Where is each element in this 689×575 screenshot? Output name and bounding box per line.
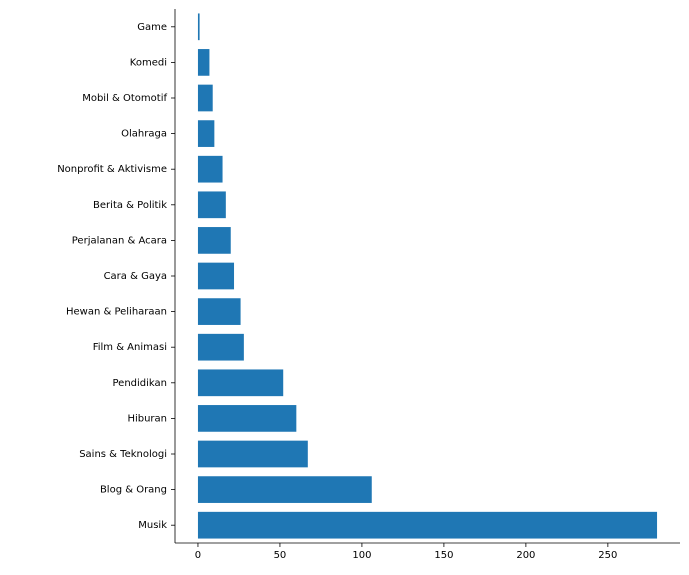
- bar: [198, 191, 226, 218]
- y-tick-label: Perjalanan & Acara: [72, 235, 167, 246]
- bar: [198, 13, 200, 40]
- y-tick-label: Cara & Gaya: [104, 271, 167, 282]
- bar: [198, 334, 244, 361]
- y-tick-label: Hewan & Peliharaan: [66, 307, 167, 318]
- y-tick-label: Sains & Teknologi: [79, 449, 167, 460]
- bar: [198, 476, 372, 503]
- bar: [198, 369, 283, 396]
- bar: [198, 512, 657, 539]
- x-tick-label: 0: [195, 550, 201, 561]
- bar: [198, 156, 223, 183]
- bar: [198, 49, 209, 76]
- y-tick-label: Pendidikan: [113, 378, 168, 389]
- y-tick-label: Film & Animasi: [93, 342, 167, 353]
- horizontal-bar-chart: 0 50 100 150 200 250 Game Komedi Mobil & Otomoti…: [0, 0, 689, 575]
- y-tick-label: Musik: [138, 520, 167, 531]
- y-tick-label: Blog & Orang: [100, 485, 167, 496]
- bar: [198, 263, 234, 290]
- x-tick-label: 100: [352, 550, 371, 561]
- x-tick-label: 200: [516, 550, 535, 561]
- y-tick-label: Olahraga: [121, 129, 167, 140]
- x-tick-label: 50: [274, 550, 287, 561]
- y-tick-label: Hiburan: [127, 413, 167, 424]
- y-tick-label: Komedi: [130, 57, 167, 68]
- bar: [198, 227, 231, 254]
- y-tick-label: Nonprofit & Aktivisme: [57, 164, 167, 175]
- bar: [198, 85, 213, 112]
- x-tick-label: 250: [598, 550, 617, 561]
- y-tick-label: Game: [137, 22, 167, 33]
- x-tick-label: 150: [434, 550, 453, 561]
- y-tick-label: Mobil & Otomotif: [82, 93, 167, 104]
- y-tick-label: Berita & Politik: [93, 200, 167, 211]
- chart-container: 0 50 100 150 200 250 Game Komedi Mobil & Otomoti…: [0, 0, 689, 575]
- bar: [198, 441, 308, 468]
- bar: [198, 298, 241, 325]
- bar: [198, 120, 214, 147]
- bar: [198, 405, 296, 432]
